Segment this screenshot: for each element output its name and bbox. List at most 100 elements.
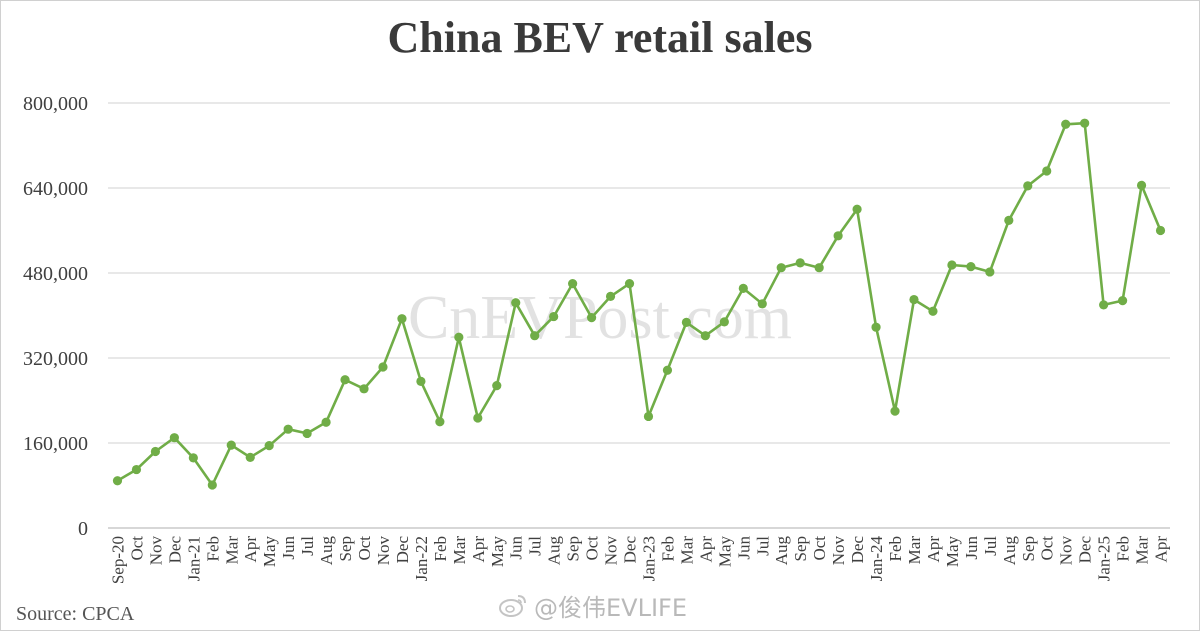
x-tick-label: Oct <box>583 536 602 561</box>
x-tick-label: Jul <box>526 536 545 556</box>
data-point <box>814 263 824 273</box>
y-tick-label: 480,000 <box>23 263 88 285</box>
chart-title: China BEV retail sales <box>387 13 813 62</box>
x-tick-label: Feb <box>886 536 905 562</box>
y-tick-label: 800,000 <box>23 93 88 115</box>
y-axis-ticks: 0 160,000 320,000 480,000 640,000 800,000 <box>23 93 88 540</box>
x-tick-label: Aug <box>772 536 791 566</box>
x-tick-label: Jun <box>962 536 981 560</box>
x-tick-label: Sep <box>1019 536 1038 562</box>
data-point <box>397 314 407 324</box>
data-point <box>624 279 635 289</box>
x-tick-label: Feb <box>431 536 450 562</box>
y-tick-label: 640,000 <box>23 178 88 200</box>
x-tick-label: Dec <box>165 536 184 564</box>
data-point <box>340 375 350 385</box>
weibo-logo-icon <box>499 595 526 617</box>
data-point <box>757 299 767 309</box>
x-tick-label: Jan-25 <box>1095 536 1114 581</box>
x-tick-label: Mar <box>222 536 241 565</box>
x-axis-ticks: Sep-20 Oct Nov Dec Jan-21 Feb Mar Apr May Jun Jul A… <box>108 536 1170 585</box>
data-point <box>795 258 805 268</box>
data-point <box>776 263 786 273</box>
watermark: CnEVPost.com <box>408 284 792 352</box>
x-tick-label: May <box>943 536 962 568</box>
data-point <box>207 480 217 490</box>
data-point <box>473 413 483 423</box>
data-point <box>112 476 123 486</box>
x-tick-label: May <box>488 536 507 568</box>
x-tick-label: Feb <box>658 536 677 562</box>
data-point <box>1080 118 1090 128</box>
x-tick-label: Jan-23 <box>639 536 658 581</box>
x-tick-label: Aug <box>545 536 564 566</box>
x-tick-label: Mar <box>1133 536 1152 565</box>
x-tick-label: Apr <box>241 536 260 563</box>
x-tick-label: Jun <box>734 536 753 560</box>
x-tick-label: May <box>715 536 734 568</box>
data-point <box>681 317 692 328</box>
data-point <box>890 406 900 416</box>
data-point <box>966 262 976 272</box>
x-tick-label: Dec <box>848 536 867 564</box>
data-point <box>226 440 236 450</box>
data-point <box>1136 180 1147 190</box>
x-tick-label: Dec <box>393 536 412 564</box>
data-point <box>188 453 198 463</box>
data-point <box>530 331 540 341</box>
data-point <box>359 384 369 394</box>
x-tick-label: Apr <box>696 536 715 563</box>
data-point <box>662 365 673 375</box>
x-tick-label: Jul <box>753 536 772 556</box>
data-point <box>264 441 274 451</box>
data-point <box>719 317 729 327</box>
data-point <box>378 362 388 372</box>
x-tick-label: Nov <box>1057 536 1076 566</box>
x-tick-label: May <box>260 536 279 568</box>
x-tick-label: Dec <box>1076 536 1095 564</box>
data-point <box>985 267 995 277</box>
y-tick-label: 320,000 <box>23 348 88 370</box>
data-point <box>416 376 426 386</box>
data-point <box>511 298 521 308</box>
data-point <box>643 411 654 422</box>
data-point <box>169 433 179 443</box>
x-tick-label: Mar <box>905 536 924 565</box>
x-tick-label: Sep <box>791 536 810 562</box>
x-tick-label: Sep <box>336 536 355 562</box>
x-tick-label: Sep-20 <box>108 536 127 584</box>
data-point <box>871 322 881 332</box>
x-tick-label: Jan-22 <box>412 536 431 581</box>
data-point <box>1004 215 1014 226</box>
data-point <box>302 428 312 439</box>
data-point <box>1155 225 1166 236</box>
data-point <box>909 294 919 305</box>
data-point <box>245 452 255 462</box>
x-tick-label: Sep <box>564 536 583 562</box>
x-tick-label: Aug <box>1000 536 1019 566</box>
x-tick-label: Oct <box>355 536 374 561</box>
x-tick-label: Apr <box>469 536 488 563</box>
data-point <box>283 424 293 434</box>
series-points <box>112 118 1166 490</box>
data-point <box>321 417 331 427</box>
data-point <box>947 260 957 270</box>
data-point <box>605 291 616 301</box>
x-tick-label: Oct <box>1038 536 1057 561</box>
data-point <box>454 332 464 342</box>
x-tick-label: Apr <box>924 536 943 563</box>
source-note: Source: CPCA <box>16 603 135 625</box>
x-tick-label: Jun <box>507 536 526 560</box>
x-tick-label: Dec <box>621 536 640 564</box>
x-tick-label: Mar <box>450 536 469 565</box>
data-point <box>738 283 748 294</box>
x-tick-label: Oct <box>127 536 146 561</box>
gridlines <box>108 102 1170 529</box>
x-tick-label: Nov <box>602 536 621 566</box>
y-tick-label: 0 <box>78 518 88 540</box>
x-tick-label: Jan-24 <box>867 536 886 582</box>
data-point <box>435 417 445 427</box>
x-tick-label: Aug <box>317 536 336 566</box>
data-point <box>1061 119 1071 129</box>
data-point <box>1099 300 1109 310</box>
